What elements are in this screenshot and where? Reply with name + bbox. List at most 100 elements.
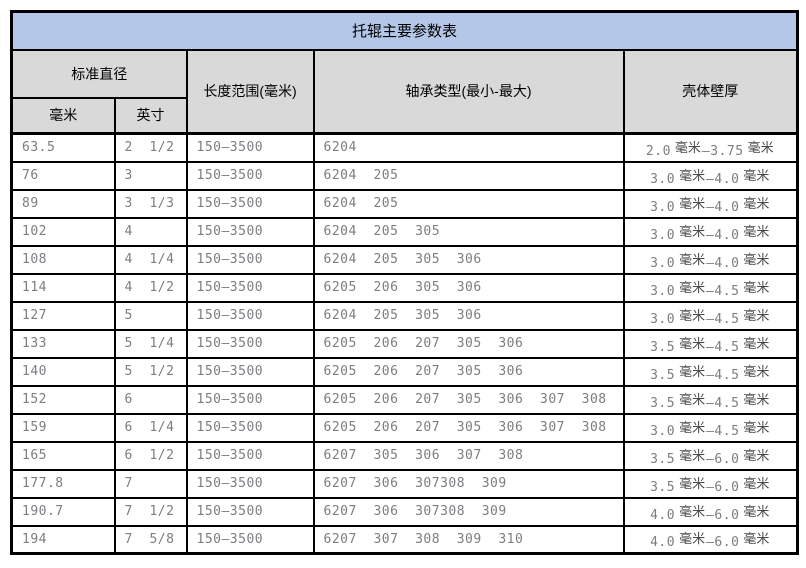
table-row: 76 3 150–3500 6204 205 3.0 毫米–4.0 毫米 xyxy=(10,160,799,191)
cell-diameter-mm: 165 xyxy=(10,440,116,471)
cell-bearing-types: 6207 305 306 307 308 xyxy=(312,440,625,471)
cell-length-range: 150–3500 xyxy=(185,132,315,163)
cell-diameter-inch: 6 1/2 xyxy=(113,440,188,471)
cell-wall-thickness: 3.0 毫米–4.5 毫米 xyxy=(622,272,799,303)
cell-diameter-inch: 5 1/2 xyxy=(113,356,188,387)
cell-diameter-inch: 4 1/2 xyxy=(113,272,188,303)
cell-length-range: 150–3500 xyxy=(185,412,315,443)
cell-diameter-inch: 7 1/2 xyxy=(113,496,188,527)
cell-wall-thickness: 4.0 毫米–6.0 毫米 xyxy=(622,524,799,555)
cell-diameter-inch: 4 xyxy=(113,216,188,247)
cell-diameter-mm: 177.8 xyxy=(10,468,116,499)
cell-diameter-mm: 89 xyxy=(10,188,116,219)
table-row: 63.5 2 1/2 150–3500 6204 2.0 毫米–3.75 毫米 xyxy=(10,132,799,163)
cell-bearing-types: 6205 206 305 306 xyxy=(312,272,625,303)
cell-bearing-types: 6207 306 307308 309 xyxy=(312,496,625,527)
cell-bearing-types: 6204 205 305 xyxy=(312,216,625,247)
cell-diameter-mm: 114 xyxy=(10,272,116,303)
table-row: 108 4 1/4 150–3500 6204 205 305 306 3.0 毫米–4.… xyxy=(10,244,799,275)
cell-diameter-inch: 6 xyxy=(113,384,188,415)
cell-bearing-types: 6205 206 207 305 306 xyxy=(312,356,625,387)
header-standard-diameter: 标准直径 xyxy=(10,48,188,99)
table-row: 177.8 7 150–3500 6207 306 307308 309 3.5 毫米–6… xyxy=(10,468,799,499)
cell-bearing-types: 6205 206 207 305 306 307 308 xyxy=(312,384,625,415)
cell-wall-thickness: 3.0 毫米–4.0 毫米 xyxy=(622,160,799,191)
table-row: 194 7 5/8 150–3500 6207 307 308 309 310 4.0 毫… xyxy=(10,524,799,555)
cell-diameter-mm: 127 xyxy=(10,300,116,331)
cell-wall-thickness: 3.5 毫米–6.0 毫米 xyxy=(622,440,799,471)
cell-wall-thickness: 3.5 毫米–4.5 毫米 xyxy=(622,328,799,359)
cell-diameter-inch: 5 1/4 xyxy=(113,328,188,359)
cell-wall-thickness: 2.0 毫米–3.75 毫米 xyxy=(622,132,799,163)
cell-bearing-types: 6207 306 307308 309 xyxy=(312,468,625,499)
cell-bearing-types: 6204 205 305 306 xyxy=(312,244,625,275)
table-row: 102 4 150–3500 6204 205 305 3.0 毫米–4.0 毫米 xyxy=(10,216,799,247)
cell-length-range: 150–3500 xyxy=(185,384,315,415)
cell-bearing-types: 6205 206 207 305 306 307 308 xyxy=(312,412,625,443)
cell-wall-thickness: 3.0 毫米–4.0 毫米 xyxy=(622,244,799,275)
cell-bearing-types: 6204 xyxy=(312,132,625,163)
cell-diameter-inch: 7 xyxy=(113,468,188,499)
cell-length-range: 150–3500 xyxy=(185,300,315,331)
cell-diameter-mm: 63.5 xyxy=(10,132,116,163)
header-mm: 毫米 xyxy=(10,96,116,135)
cell-bearing-types: 6204 205 xyxy=(312,160,625,191)
header-wall-thickness: 壳体壁厚 xyxy=(622,48,799,135)
header-inch: 英寸 xyxy=(113,96,188,135)
idler-parameters-table: 托辊主要参数表 标准直径 长度范围(毫米) 轴承类型(最小-最大) 壳体壁厚 毫… xyxy=(10,10,800,555)
cell-length-range: 150–3500 xyxy=(185,160,315,191)
table-row: 140 5 1/2 150–3500 6205 206 207 305 306 3.5 毫… xyxy=(10,356,799,387)
cell-diameter-mm: 159 xyxy=(10,412,116,443)
cell-diameter-mm: 76 xyxy=(10,160,116,191)
cell-diameter-inch: 6 1/4 xyxy=(113,412,188,443)
cell-wall-thickness: 3.5 毫米–6.0 毫米 xyxy=(622,468,799,499)
cell-length-range: 150–3500 xyxy=(185,328,315,359)
cell-bearing-types: 6207 307 308 309 310 xyxy=(312,524,625,555)
cell-wall-thickness: 3.0 毫米–4.5 毫米 xyxy=(622,300,799,331)
cell-bearing-types: 6204 205 305 306 xyxy=(312,300,625,331)
table-row: 89 3 1/3 150–3500 6204 205 3.0 毫米–4.0 毫米 xyxy=(10,188,799,219)
cell-length-range: 150–3500 xyxy=(185,188,315,219)
cell-wall-thickness: 3.0 毫米–4.0 毫米 xyxy=(622,216,799,247)
header-length-range: 长度范围(毫米) xyxy=(185,48,315,135)
cell-wall-thickness: 4.0 毫米–6.0 毫米 xyxy=(622,496,799,527)
table-row: 165 6 1/2 150–3500 6207 305 306 307 308 3.5 毫… xyxy=(10,440,799,471)
cell-wall-thickness: 3.0 毫米–4.0 毫米 xyxy=(622,188,799,219)
cell-length-range: 150–3500 xyxy=(185,440,315,471)
cell-length-range: 150–3500 xyxy=(185,468,315,499)
cell-length-range: 150–3500 xyxy=(185,496,315,527)
cell-length-range: 150–3500 xyxy=(185,356,315,387)
cell-wall-thickness: 3.5 毫米–4.5 毫米 xyxy=(622,384,799,415)
table-row: 190.7 7 1/2 150–3500 6207 306 307308 309 4.0… xyxy=(10,496,799,527)
cell-diameter-inch: 3 xyxy=(113,160,188,191)
cell-diameter-inch: 3 1/3 xyxy=(113,188,188,219)
cell-diameter-mm: 140 xyxy=(10,356,116,387)
cell-bearing-types: 6205 206 207 305 306 xyxy=(312,328,625,359)
cell-length-range: 150–3500 xyxy=(185,524,315,555)
cell-diameter-mm: 190.7 xyxy=(10,496,116,527)
cell-wall-thickness: 3.5 毫米–4.5 毫米 xyxy=(622,356,799,387)
cell-length-range: 150–3500 xyxy=(185,216,315,247)
cell-length-range: 150–3500 xyxy=(185,244,315,275)
table-row: 114 4 1/2 150–3500 6205 206 305 306 3.0 毫米–4.… xyxy=(10,272,799,303)
table-header: 托辊主要参数表 标准直径 长度范围(毫米) 轴承类型(最小-最大) 壳体壁厚 毫… xyxy=(10,10,799,135)
table-row: 159 6 1/4 150–3500 6205 206 207 305 306 307… xyxy=(10,412,799,443)
cell-diameter-inch: 2 1/2 xyxy=(113,132,188,163)
cell-diameter-mm: 152 xyxy=(10,384,116,415)
cell-diameter-inch: 4 1/4 xyxy=(113,244,188,275)
header-bearing-type: 轴承类型(最小-最大) xyxy=(312,48,625,135)
cell-bearing-types: 6204 205 xyxy=(312,188,625,219)
cell-diameter-mm: 108 xyxy=(10,244,116,275)
table-title: 托辊主要参数表 xyxy=(10,10,799,51)
table-row: 127 5 150–3500 6204 205 305 306 3.0 毫米–4.5 毫米 xyxy=(10,300,799,331)
cell-diameter-inch: 7 5/8 xyxy=(113,524,188,555)
table-row: 133 5 1/4 150–3500 6205 206 207 305 306 3.5 毫… xyxy=(10,328,799,359)
cell-wall-thickness: 3.0 毫米–4.5 毫米 xyxy=(622,412,799,443)
cell-diameter-mm: 194 xyxy=(10,524,116,555)
cell-diameter-inch: 5 xyxy=(113,300,188,331)
cell-length-range: 150–3500 xyxy=(185,272,315,303)
table-row: 152 6 150–3500 6205 206 207 305 306 307 308… xyxy=(10,384,799,415)
table-body: 63.5 2 1/2 150–3500 6204 2.0 毫米–3.75 毫米 76 3 150–… xyxy=(10,132,799,555)
cell-diameter-mm: 133 xyxy=(10,328,116,359)
